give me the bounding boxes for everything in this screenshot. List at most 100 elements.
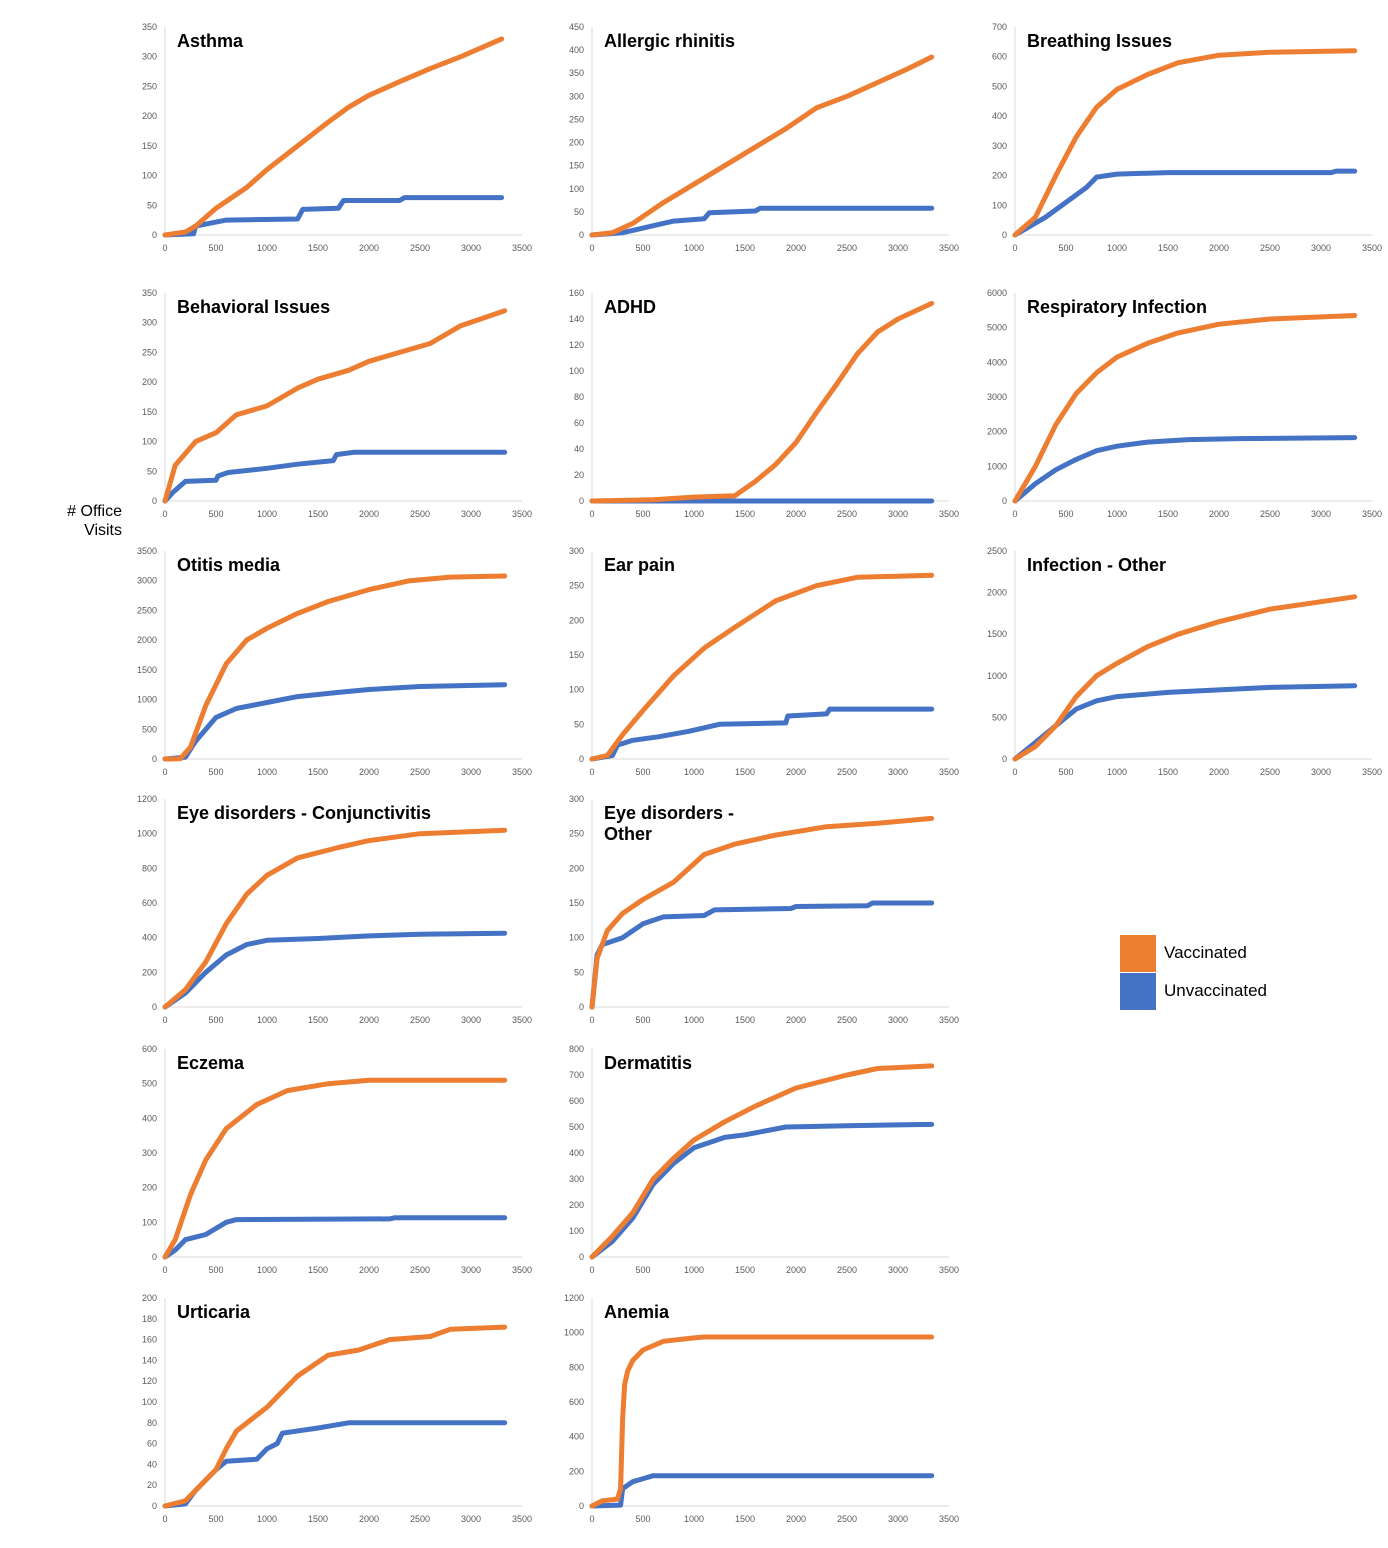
x-tick-label: 2000 <box>786 767 806 777</box>
x-tick-label: 2000 <box>786 509 806 519</box>
x-tick-label: 0 <box>162 509 167 519</box>
chart-title: Dermatitis <box>604 1053 693 1073</box>
chart-svg: 0 1000 2000 3000 4000 5000 6000 0 500 1000 1500 200… <box>987 288 1382 519</box>
y-tick-label: 20 <box>147 1480 157 1490</box>
y-tick-label: 200 <box>569 863 584 873</box>
x-tick-label: 3500 <box>512 243 532 253</box>
chart-title: Eczema <box>177 1053 245 1073</box>
y-tick-label: 0 <box>152 1252 157 1262</box>
y-tick-label: 1200 <box>564 1293 584 1303</box>
x-tick-label: 2000 <box>1209 767 1229 777</box>
chart-panel: 0 500 1000 1500 2000 2500 0 500 1000 1500 2000 2500… <box>975 539 1382 784</box>
chart-panel: 0 100 200 300 400 500 600 700 800 0 500 1000 1500 200… <box>552 1037 959 1282</box>
y-tick-label: 700 <box>992 22 1007 32</box>
y-tick-label: 200 <box>569 1200 584 1210</box>
series-line-unvaccinated <box>589 900 935 1010</box>
x-tick-label: 2500 <box>837 1265 857 1275</box>
series-line-vaccinated <box>589 1334 935 1509</box>
y-tick-label: 350 <box>569 68 584 78</box>
x-tick-label: 500 <box>635 1265 650 1275</box>
x-tick-label: 2000 <box>359 767 379 777</box>
x-tick-label: 500 <box>208 1514 223 1524</box>
y-tick-label: 100 <box>569 184 584 194</box>
chart-title: Infection - Other <box>1027 555 1166 575</box>
y-tick-label: 0 <box>579 1501 584 1511</box>
x-tick-label: 1000 <box>257 243 277 253</box>
chart-title: Eye disorders - Conjunctivitis <box>177 803 432 823</box>
y-tick-label: 250 <box>569 114 584 124</box>
x-tick-label: 0 <box>589 243 594 253</box>
x-tick-label: 1500 <box>1158 243 1178 253</box>
x-tick-label: 3500 <box>1362 243 1382 253</box>
chart-title: Allergic rhinitis <box>604 31 736 51</box>
x-tick-label: 500 <box>208 1015 223 1025</box>
y-tick-label: 700 <box>569 1070 584 1080</box>
legend-swatch-unvaccinated <box>1120 972 1156 1010</box>
y-tick-label: 600 <box>992 52 1007 62</box>
series-line-unvaccinated <box>162 449 508 504</box>
y-tick-label: 250 <box>569 829 584 839</box>
x-tick-label: 1000 <box>257 1514 277 1524</box>
y-tick-label: 1200 <box>137 794 157 804</box>
x-tick-label: 1500 <box>735 1514 755 1524</box>
series-line-vaccinated <box>162 1324 508 1509</box>
y-tick-label: 20 <box>574 470 584 480</box>
chart-svg: 0 100 200 300 400 500 600 0 500 1000 1500 2000 2500 3… <box>142 1044 532 1275</box>
y-tick-label: 300 <box>992 141 1007 151</box>
y-tick-label: 300 <box>569 546 584 556</box>
y-tick-label: 6000 <box>987 288 1007 298</box>
x-tick-label: 500 <box>208 509 223 519</box>
x-tick-label: 3000 <box>888 767 908 777</box>
x-tick-label: 500 <box>1058 509 1073 519</box>
x-tick-label: 2500 <box>837 243 857 253</box>
y-tick-label: 0 <box>152 230 157 240</box>
x-tick-label: 500 <box>208 767 223 777</box>
y-tick-label: 150 <box>142 407 157 417</box>
y-tick-label: 300 <box>142 52 157 62</box>
series-line-vaccinated <box>162 36 505 238</box>
x-tick-label: 3000 <box>461 1514 481 1524</box>
x-tick-label: 1000 <box>1107 509 1127 519</box>
x-tick-label: 1500 <box>735 1265 755 1275</box>
x-tick-label: 3500 <box>939 1514 959 1524</box>
y-tick-label: 200 <box>142 1293 157 1303</box>
x-tick-label: 2000 <box>359 1265 379 1275</box>
x-tick-label: 1000 <box>257 767 277 777</box>
x-tick-label: 3000 <box>1311 767 1331 777</box>
y-tick-label: 0 <box>1002 230 1007 240</box>
y-tick-label: 3000 <box>137 576 157 586</box>
series-line-unvaccinated <box>589 1473 935 1509</box>
x-tick-label: 2500 <box>1260 767 1280 777</box>
y-tick-label: 500 <box>992 712 1007 722</box>
y-tick-label: 1000 <box>987 671 1007 681</box>
y-tick-label: 0 <box>579 1002 584 1012</box>
chart-panel: 0 20 40 60 80 100 120 140 160 180 200 0 500 1000 1500 2… <box>125 1286 532 1531</box>
x-tick-label: 3500 <box>512 509 532 519</box>
legend-label: Unvaccinated <box>1164 981 1268 1000</box>
x-tick-label: 2500 <box>1260 243 1280 253</box>
x-tick-label: 3500 <box>512 1015 532 1025</box>
chart-panel: 0 50 100 150 200 250 300 0 500 1000 1500 2000 2500 30… <box>552 539 959 784</box>
y-tick-label: 400 <box>569 1432 584 1442</box>
chart-panel: 0 20 40 60 80 100 120 140 160 0 500 1000 1500 2000 250… <box>552 281 959 526</box>
chart-panel: 0 200 400 600 800 1000 1200 0 500 1000 1500 2000 250… <box>125 787 532 1032</box>
x-tick-label: 0 <box>162 767 167 777</box>
chart-svg: 0 500 1000 1500 2000 2500 0 500 1000 1500 2000 2500… <box>987 546 1382 777</box>
x-tick-label: 3500 <box>939 243 959 253</box>
x-tick-label: 1500 <box>308 1015 328 1025</box>
x-tick-label: 1000 <box>257 1015 277 1025</box>
y-tick-label: 1000 <box>987 461 1007 471</box>
y-tick-label: 180 <box>142 1314 157 1324</box>
y-tick-label: 50 <box>147 200 157 210</box>
y-tick-label: 2500 <box>987 546 1007 556</box>
x-tick-label: 1000 <box>684 1015 704 1025</box>
chart-title: Breathing Issues <box>1027 31 1173 51</box>
y-tick-label: 150 <box>142 141 157 151</box>
x-tick-label: 2000 <box>786 1514 806 1524</box>
y-axis-label: # Office Visits <box>67 503 122 539</box>
y-tick-label: 400 <box>142 933 157 943</box>
y-tick-label: 2000 <box>137 635 157 645</box>
x-tick-label: 2500 <box>837 1514 857 1524</box>
